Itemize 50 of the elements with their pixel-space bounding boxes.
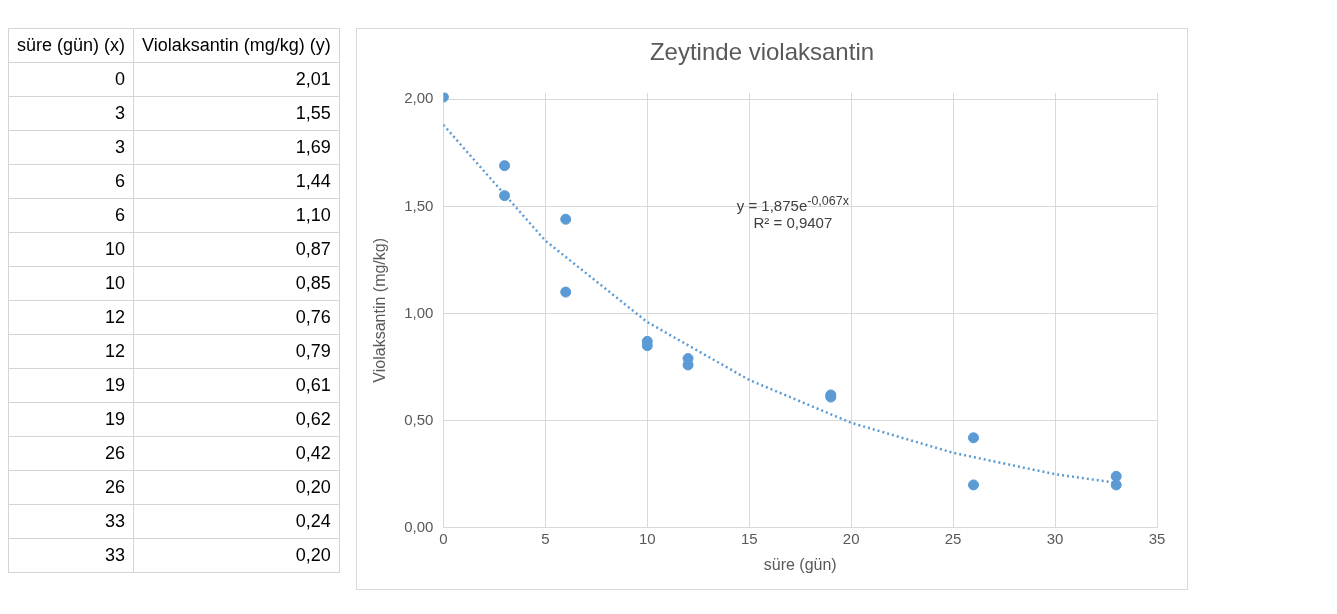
text: 0,20 [133, 470, 340, 505]
text: 0,87 [133, 232, 340, 267]
annotation: y = 1,875e$^{-0,067x}$ [736, 194, 849, 214]
x-tick-label: 15 [740, 529, 758, 547]
text: 12 [8, 300, 134, 335]
text: 0,42 [133, 436, 340, 471]
text: 0,20 [133, 538, 340, 573]
text: 0,85 [133, 266, 340, 301]
text: 0,61 [133, 368, 340, 403]
text: Violaksantin (mg/kg) (y) [133, 28, 340, 63]
annotation: R² = 0,9407 [752, 214, 834, 231]
text: 26 [8, 436, 134, 471]
y-tick-label: 0,50 [403, 410, 434, 428]
text: süre (gün) (x) [8, 28, 134, 63]
text: 33 [8, 504, 134, 539]
x-axis-title: süre (gün) [763, 555, 837, 573]
text: 10 [8, 266, 134, 301]
x-tick-label: 0 [438, 529, 448, 547]
chart-title: Zeytinde violaksantin [649, 38, 874, 66]
text: 1,69 [133, 130, 340, 165]
y-tick-label: 1,50 [403, 196, 434, 214]
y-tick-label: 0,00 [403, 517, 434, 535]
x-tick-label: 20 [842, 529, 860, 547]
text: 1,55 [133, 96, 340, 131]
text: 0,24 [133, 504, 340, 539]
x-tick-label: 10 [638, 529, 656, 547]
text: 6 [8, 198, 134, 233]
text: 33 [8, 538, 134, 573]
y-tick-label: 2,00 [403, 89, 434, 107]
text: 19 [8, 402, 134, 437]
text: 10 [8, 232, 134, 267]
text: 3 [8, 96, 134, 131]
text: 19 [8, 368, 134, 403]
text: 26 [8, 470, 134, 505]
text: 1,44 [133, 164, 340, 199]
text: 0,62 [133, 402, 340, 437]
x-tick-label: 30 [1046, 529, 1064, 547]
text: 3 [8, 130, 134, 165]
text: 0,76 [133, 300, 340, 335]
text: 2,01 [133, 62, 340, 97]
y-axis-title: Violaksantin (mg/kg) [370, 237, 388, 383]
x-tick-label: 35 [1148, 529, 1166, 547]
text: 0,79 [133, 334, 340, 369]
x-tick-label: 25 [944, 529, 962, 547]
x-tick-label: 5 [540, 529, 550, 547]
text: 6 [8, 164, 134, 199]
text: 1,10 [133, 198, 340, 233]
text: 0 [8, 62, 134, 97]
y-tick-label: 1,00 [403, 303, 434, 321]
text: 12 [8, 334, 134, 369]
